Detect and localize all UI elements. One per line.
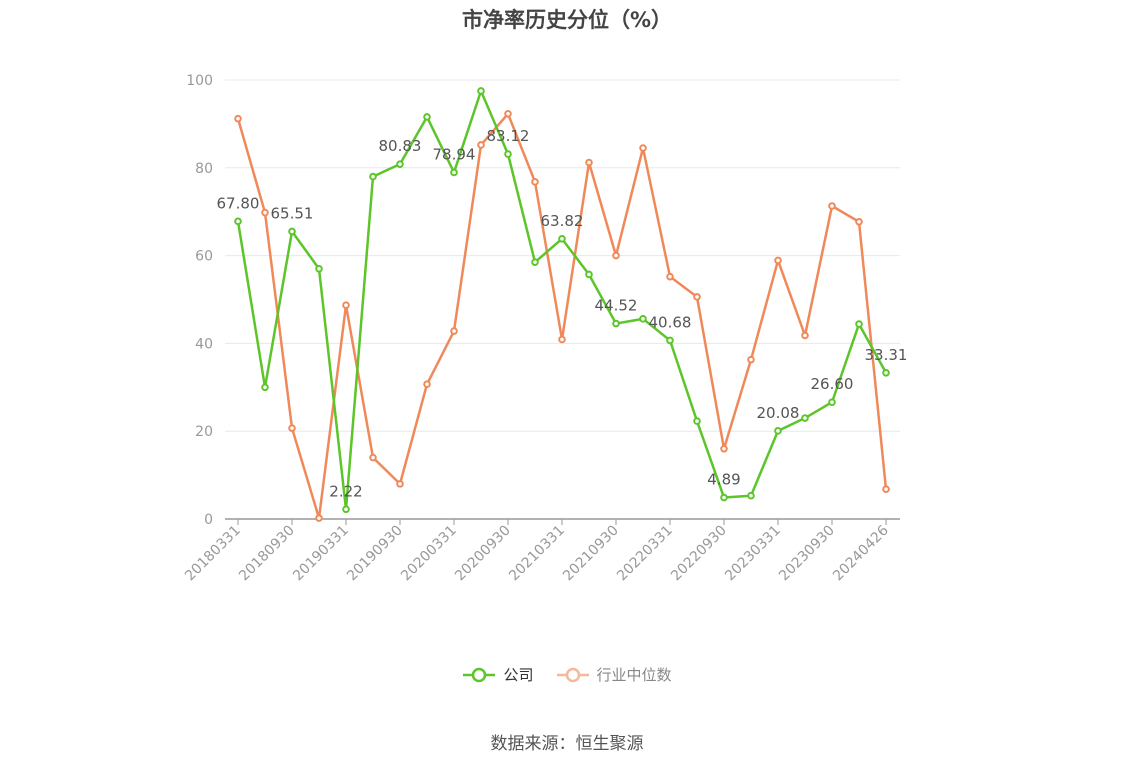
data-point-industry [504,110,512,118]
data-point-industry [882,485,890,493]
data-label: 63.82 [541,212,584,230]
legend-item-industry[interactable]: 行业中位数 [556,664,672,685]
data-point-company [315,264,323,273]
data-point-industry [774,256,782,265]
x-tick-label: 20190331 [290,523,352,585]
data-point-industry [261,208,269,217]
data-point-industry [693,293,701,301]
data-point-industry [612,251,620,260]
y-tick-label: 20 [195,424,213,440]
line-chart: 0 20 40 60 80 100 2018033120180930201903312019… [182,73,908,585]
data-point-company [369,172,377,181]
data-label: 2.22 [329,482,362,500]
data-point-industry [450,327,458,335]
x-tick-label: 20230930 [776,523,838,585]
data-label: 40.68 [649,313,692,331]
data-point-company [504,150,512,158]
data-point-industry [396,480,404,488]
data-label: 33.31 [865,346,908,364]
data-point-company [801,414,809,422]
data-point-industry [342,301,350,310]
x-tick-label: 20220331 [614,523,676,585]
x-tick-label: 20200930 [452,523,514,585]
data-point-company [423,113,431,121]
legend: 公司 行业中位数 [0,664,1134,685]
data-point-company [720,493,728,502]
data-point-company [450,168,458,177]
data-label: 20.08 [757,404,800,422]
data-label: 65.51 [271,204,314,222]
x-tick-label: 20180930 [236,523,298,585]
y-tick-label: 80 [195,161,213,177]
data-point-company [693,417,701,425]
data-point-company [477,87,485,95]
data-point-company [396,160,404,168]
data-point-company [882,368,890,377]
legend-item-company[interactable]: 公司 [462,664,534,685]
data-point-industry [288,424,296,432]
x-tick-label: 20210930 [560,523,622,585]
data-point-company [558,235,566,243]
data-point-industry [585,158,593,167]
x-tick-label: 20180331 [182,523,244,585]
x-tick-label: 20210331 [506,523,568,585]
data-point-company [585,270,593,279]
data-point-company [612,319,620,328]
data-point-company [828,398,836,407]
legend-company-marker-icon [463,667,496,682]
y-tick-label: 0 [204,512,213,528]
data-point-industry [369,453,377,462]
data-point-company [747,491,755,500]
x-tick-label: 20240426 [830,522,892,584]
chart-title: 市净率历史分位（%） [461,8,673,32]
data-point-industry [855,217,863,226]
data-point-industry [666,272,674,281]
data-point-industry [720,444,728,453]
data-point-industry [801,331,809,340]
data-point-company [261,383,269,392]
data-label: 44.52 [595,297,638,315]
legend-label-company: 公司 [503,666,534,684]
data-point-company [288,227,296,236]
series-line-company [236,89,888,511]
data-point-industry [747,355,755,364]
data-source: 数据来源：恒生聚源 [490,734,644,754]
data-point-industry [477,141,485,149]
data-point-company [855,320,863,328]
data-point-company [531,258,539,266]
data-label: 26.60 [811,375,854,393]
data-point-industry [315,514,323,522]
y-tick-label: 100 [186,73,213,89]
x-tick-label: 20230331 [722,523,784,585]
data-label: 67.80 [217,194,260,212]
data-point-industry [639,144,647,152]
data-label: 4.89 [707,471,740,489]
data-point-company [234,217,242,226]
y-tick-label: 40 [195,336,213,352]
data-point-company [639,315,647,323]
data-label: 80.83 [379,137,422,155]
data-point-industry [531,178,539,186]
data-label: 83.12 [487,127,530,145]
data-point-industry [423,380,431,389]
data-point-industry [828,202,836,210]
legend-industry-marker-icon [556,667,589,682]
y-tick-label: 60 [195,249,213,265]
legend-label-industry: 行业中位数 [596,666,672,684]
x-tick-label: 20200331 [398,523,460,585]
x-tick-label: 20220930 [668,523,730,585]
data-label: 78.94 [433,145,476,163]
data-point-company [342,505,350,514]
x-tick-label: 20190930 [344,523,406,585]
data-point-industry [234,114,242,123]
series-line-industry [236,112,888,520]
data-point-company [774,427,782,435]
data-point-industry [558,335,566,344]
data-point-company [666,336,674,345]
